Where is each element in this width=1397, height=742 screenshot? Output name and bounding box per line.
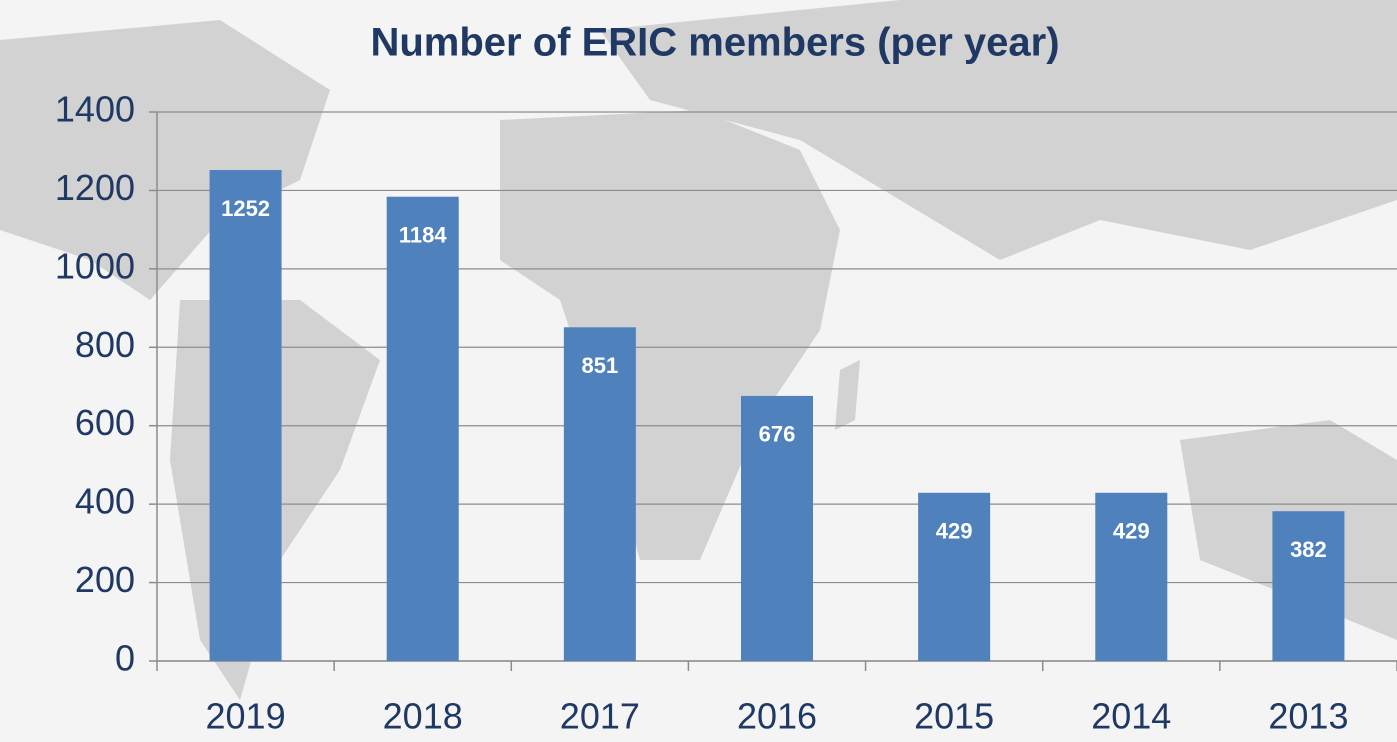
y-tick-label: 400 (75, 481, 135, 522)
data-label: 1252 (221, 196, 270, 221)
x-tick-label: 2013 (1268, 696, 1348, 737)
bar (741, 395, 813, 661)
x-tick-label: 2016 (737, 696, 817, 737)
data-label: 676 (759, 422, 796, 447)
y-tick-label: 1000 (55, 245, 135, 286)
bar (1095, 492, 1168, 661)
bar (1272, 511, 1345, 661)
y-tick-label: 0 (115, 638, 135, 679)
bar (386, 196, 459, 661)
y-tick-label: 600 (75, 402, 135, 443)
x-tick-label: 2018 (383, 696, 463, 737)
bar (209, 170, 282, 661)
bar (563, 327, 636, 661)
y-tick-label: 200 (75, 559, 135, 600)
data-label: 382 (1290, 537, 1327, 562)
y-tick-label: 1400 (55, 89, 135, 130)
chart-title: Number of ERIC members (per year) (370, 21, 1059, 65)
data-label: 1184 (399, 223, 447, 248)
x-tick-label: 2017 (560, 696, 640, 737)
x-tick-label: 2015 (914, 696, 994, 737)
y-tick-label: 800 (75, 324, 135, 365)
x-tick-label: 2014 (1091, 696, 1171, 737)
data-label: 429 (1113, 519, 1150, 544)
x-tick-label: 2019 (206, 696, 286, 737)
data-label: 851 (581, 353, 618, 378)
data-label: 429 (936, 519, 973, 544)
bar (918, 492, 991, 661)
y-tick-label: 1200 (55, 167, 135, 208)
